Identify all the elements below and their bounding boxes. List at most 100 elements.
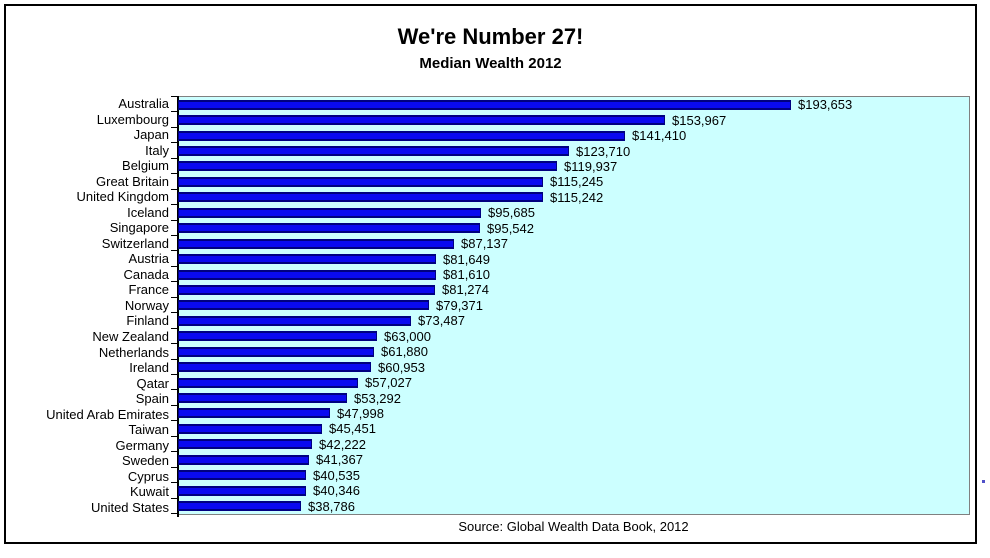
bar-value-label: $193,653 — [798, 97, 853, 113]
tick-mark — [171, 96, 177, 97]
bar-row: $81,274 — [178, 282, 969, 297]
bar — [178, 439, 312, 450]
bar-row: $40,346 — [178, 483, 969, 498]
category-label: Kuwait — [129, 484, 169, 500]
tick-mark — [171, 374, 177, 375]
tick-mark — [171, 297, 177, 298]
category-label: Netherlands — [98, 344, 169, 360]
bar-value-label: $119,937 — [564, 158, 618, 174]
category-label: United States — [90, 499, 169, 515]
source-note: Source: Global Wealth Data Book, 2012 — [458, 519, 689, 534]
speck-artifact — [982, 480, 985, 483]
bar — [178, 331, 377, 342]
bar-value-label: $63,000 — [384, 328, 431, 344]
category-label: Norway — [124, 297, 169, 313]
tick-mark — [171, 312, 177, 313]
bar — [178, 454, 309, 465]
category-label: Great Britain — [96, 173, 169, 189]
bar — [178, 346, 374, 357]
bar — [178, 99, 791, 110]
bar-value-label: $81,610 — [443, 267, 490, 283]
tick-mark — [171, 451, 177, 452]
bar-value-label: $41,367 — [316, 452, 363, 468]
category-label: Luxembourg — [96, 111, 169, 127]
bar-row: $73,487 — [178, 313, 969, 328]
bar-value-label: $57,027 — [365, 375, 412, 391]
bar — [178, 423, 322, 434]
category-label: Switzerland — [101, 235, 169, 251]
bar-value-label: $141,410 — [632, 128, 687, 144]
category-label: Finland — [126, 313, 169, 329]
bar-row: $40,535 — [178, 468, 969, 483]
bar-row: $95,542 — [178, 221, 969, 236]
tick-mark — [171, 343, 177, 344]
bar-value-label: $61,880 — [381, 344, 428, 360]
bar-value-label: $60,953 — [378, 359, 425, 375]
bar-row: $63,000 — [178, 329, 969, 344]
tick-mark — [171, 359, 177, 360]
bar-row: $81,649 — [178, 251, 969, 267]
bar-value-label: $42,222 — [319, 436, 366, 452]
bar-value-label: $81,649 — [443, 251, 490, 267]
bar-row: $61,880 — [178, 344, 969, 359]
category-label: Iceland — [127, 204, 169, 220]
bar-row: $123,710 — [178, 143, 969, 159]
tick-mark — [171, 436, 177, 437]
bar-value-label: $40,346 — [313, 483, 360, 499]
category-label: United Kingdom — [76, 189, 170, 205]
bar-row: $79,371 — [178, 298, 969, 313]
bar-value-label: $73,487 — [418, 313, 465, 329]
category-label: Sweden — [122, 453, 169, 469]
tick-mark — [171, 189, 177, 190]
category-label: Canada — [123, 266, 169, 282]
chart-frame: We're Number 27! Median Wealth 2012 Aust… — [4, 4, 977, 544]
bar — [178, 485, 306, 496]
tick-mark — [171, 328, 177, 329]
tick-mark — [171, 127, 177, 128]
tick-mark — [171, 235, 177, 236]
bar-value-label: $95,542 — [487, 220, 534, 236]
category-label: Austria — [128, 251, 169, 267]
bar — [178, 207, 481, 218]
bar — [178, 284, 435, 295]
tick-mark — [171, 250, 177, 251]
bar-value-label: $115,242 — [550, 189, 604, 205]
tick-mark — [171, 158, 177, 159]
bar — [178, 362, 371, 373]
category-label: Qatar — [136, 375, 169, 391]
bar — [178, 223, 480, 234]
bar-row: $42,222 — [178, 437, 969, 452]
category-label: Taiwan — [128, 422, 169, 438]
tick-mark — [171, 220, 177, 221]
bar — [178, 300, 429, 311]
tick-mark — [171, 405, 177, 406]
bar-row: $41,367 — [178, 452, 969, 467]
bar-row: $87,137 — [178, 236, 969, 251]
bar — [178, 315, 411, 326]
bar-row: $115,245 — [178, 174, 969, 189]
bar — [178, 146, 569, 157]
bar-row: $119,937 — [178, 159, 969, 174]
category-label: Spain — [135, 391, 169, 407]
bar-row: $45,451 — [178, 421, 969, 436]
bar-series: $193,653 $153,967 $141,410 $123,710 $119,937… — [178, 97, 969, 514]
bar-value-label: $47,998 — [337, 405, 384, 421]
bar — [178, 176, 543, 187]
category-label: Germany — [115, 437, 169, 453]
bar-row: $153,967 — [178, 112, 969, 128]
bar-value-label: $45,451 — [329, 421, 376, 437]
bar — [178, 470, 306, 481]
category-label: New Zealand — [92, 328, 169, 344]
bar-value-label: $53,292 — [354, 390, 401, 406]
bar — [178, 501, 301, 512]
bar-row: $115,242 — [178, 190, 969, 205]
category-label: Japan — [133, 127, 169, 143]
bar — [178, 238, 454, 249]
bar — [178, 115, 665, 126]
bar-value-label: $40,535 — [313, 467, 360, 483]
bar-row: $53,292 — [178, 390, 969, 406]
tick-mark — [171, 142, 177, 143]
bar-value-label: $153,967 — [672, 112, 727, 128]
tick-mark — [171, 482, 177, 483]
